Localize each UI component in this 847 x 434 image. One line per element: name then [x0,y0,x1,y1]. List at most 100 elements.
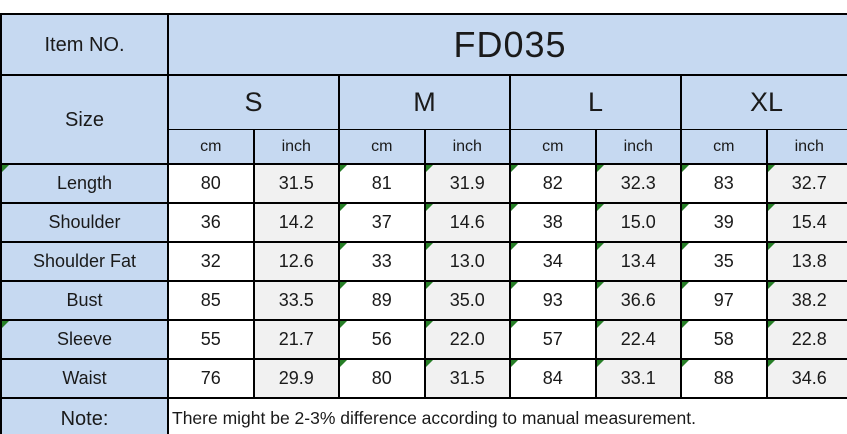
stored-as-text-flag-icon [3,166,9,172]
unit-inch-header: inch [766,129,847,165]
stored-as-text-flag-icon [425,205,433,211]
value-cell: 81 [338,163,426,204]
value-cell: 36.6 [595,280,682,321]
stored-as-text-flag-icon [596,205,604,211]
stored-as-text-flag-icon [596,244,604,250]
note-label: Note: [60,407,109,430]
stored-as-text-flag-icon [682,166,689,172]
unit-cm-label: cm [713,137,735,155]
stored-as-text-flag-icon [511,283,518,289]
size-xl-label: XL [750,86,784,117]
value-cell: 13.4 [595,241,682,282]
row-label-cell: Shoulder Fat [0,241,169,282]
value-cell: 38 [509,202,597,243]
note-text: There might be 2-3% difference according… [172,407,696,428]
value-cell: 34 [509,241,597,282]
unit-inch-label: inch [794,137,824,155]
table-row-waist: Waist 76 29.9 80 31.5 84 33.1 88 34.6 [0,358,847,399]
stored-as-text-flag-icon [682,205,689,211]
item-no-row: Item NO. FD035 [0,13,847,76]
row-label-cell: Shoulder [0,202,169,243]
value-cell: 80 [167,163,255,204]
table-row-bust: Bust 85 33.5 89 35.0 93 36.6 97 38.2 [0,280,847,321]
unit-cm-label: cm [371,137,393,155]
stored-as-text-flag-icon [425,166,433,172]
value-cell: 21.7 [253,319,340,360]
value-cell: 22.0 [424,319,511,360]
row-label: Shoulder [48,211,121,232]
value-cell: 14.2 [253,202,340,243]
stored-as-text-flag-icon [340,322,347,328]
value-cell: 13.0 [424,241,511,282]
value-cell: 29.9 [253,358,340,399]
stored-as-text-flag-icon [682,361,689,367]
stored-as-text-flag-icon [425,361,433,367]
value-cell: 33 [338,241,426,282]
unit-inch-label: inch [623,137,653,155]
stored-as-text-flag-icon [767,361,775,367]
units-row: cm inch cm inch cm inch cm inch [1,129,847,165]
unit-inch-header: inch [253,129,340,165]
unit-inch-header: inch [424,129,511,165]
value-cell: 57 [509,319,597,360]
row-label: Bust [66,289,103,310]
value-cell: 34.6 [766,358,847,399]
row-label: Sleeve [56,328,113,349]
stored-as-text-flag-icon [682,322,689,328]
note-header-cell: Note: [0,397,169,434]
note-text-cell: There might be 2-3% difference according… [166,397,847,434]
stored-as-text-flag-icon [767,244,775,250]
stored-as-text-flag-icon [767,166,775,172]
table-row-shoulder: Shoulder 36 14.2 37 14.6 38 15.0 39 15.4 [0,202,847,243]
size-header-cell: Size [0,74,169,165]
unit-cm-header: cm [167,129,255,165]
stored-as-text-flag-icon [596,322,604,328]
unit-cm-label: cm [542,137,564,155]
stored-as-text-flag-icon [511,322,518,328]
stored-as-text-flag-icon [425,244,433,250]
stored-as-text-flag-icon [425,322,433,328]
value-cell: 31.5 [424,358,511,399]
value-cell: 39 [680,202,768,243]
value-cell: 56 [338,319,426,360]
stored-as-text-flag-icon [767,322,775,328]
stored-as-text-flag-icon [596,166,604,172]
stored-as-text-flag-icon [511,361,518,367]
value-cell: 37 [338,202,426,243]
row-label: Shoulder Fat [32,250,137,271]
value-cell: 35.0 [424,280,511,321]
stored-as-text-flag-icon [767,205,775,211]
value-cell: 13.8 [766,241,847,282]
table-row-sleeve: Sleeve 55 21.7 56 22.0 57 22.4 58 22.8 [0,319,847,360]
stored-as-text-flag-icon [3,322,9,328]
value-cell: 15.0 [595,202,682,243]
stored-as-text-flag-icon [682,283,689,289]
unit-cm-header: cm [680,129,768,165]
item-no-header-cell: Item NO. [0,13,169,76]
value-cell: 83 [680,163,768,204]
row-label-cell: Waist [0,358,169,399]
stored-as-text-flag-icon [340,244,347,250]
value-cell: 97 [680,280,768,321]
stored-as-text-flag-icon [682,244,689,250]
table-row-shoulder-fat: Shoulder Fat 32 12.6 33 13.0 34 13.4 35 … [0,241,847,282]
size-l-label: L [587,86,604,117]
value-cell: 12.6 [253,241,340,282]
unit-cm-header: cm [338,129,426,165]
stored-as-text-flag-icon [340,205,347,211]
value-cell: 93 [509,280,597,321]
size-s-label: S [244,86,263,117]
size-l-cell: L [509,74,682,130]
row-label-cell: Bust [0,280,169,321]
value-cell: 22.8 [766,319,847,360]
value-cell: 36 [167,202,255,243]
value-cell: 22.4 [595,319,682,360]
value-cell: 32 [167,241,255,282]
size-m-label: M [413,86,436,117]
item-no-label: Item NO. [44,33,125,56]
value-cell: 31.5 [253,163,340,204]
row-label-cell: Sleeve [0,319,169,360]
row-label: Length [56,172,113,193]
value-cell: 85 [167,280,255,321]
size-names-row: Size S M L XL [0,74,847,165]
